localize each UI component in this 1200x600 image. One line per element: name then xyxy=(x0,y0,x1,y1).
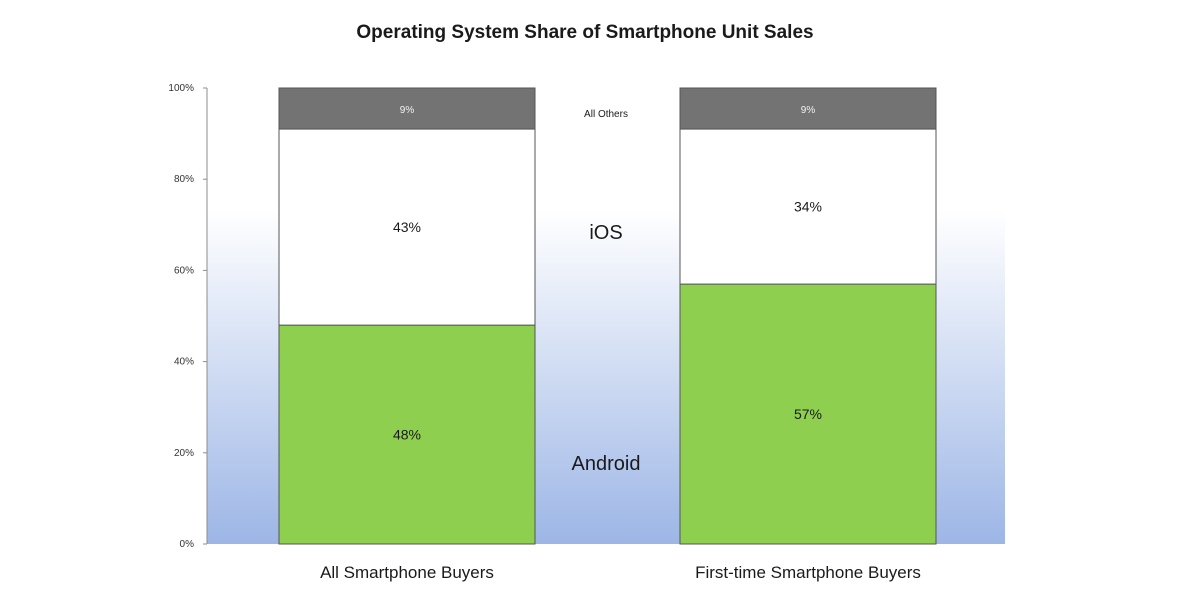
data-label-all-others-1: 9% xyxy=(400,105,415,116)
y-tick-label: 20% xyxy=(174,448,194,459)
bar-all-others-2 xyxy=(679,87,937,130)
chart-title: Operating System Share of Smartphone Uni… xyxy=(356,22,813,43)
category-labels: All Smartphone Buyers First-time Smartpho… xyxy=(320,563,921,582)
series-label-all-others: All Others xyxy=(584,109,628,120)
series-label-android: Android xyxy=(572,453,641,475)
data-label-android-2: 57% xyxy=(794,406,822,422)
bar-all-others-1 xyxy=(278,87,536,130)
y-tick-label: 100% xyxy=(168,83,194,94)
y-tick-label: 40% xyxy=(174,357,194,368)
category-label-1: All Smartphone Buyers xyxy=(320,563,494,582)
series-labels: Android iOS All Others xyxy=(572,109,641,475)
bar-ios-1 xyxy=(278,128,536,326)
data-label-android-1: 48% xyxy=(393,427,421,443)
y-axis: 0% 20% 40% 60% 80% 100% xyxy=(168,83,208,550)
bar-ios-2 xyxy=(679,128,937,285)
data-label-all-others-2: 9% xyxy=(801,105,816,116)
category-label-2: First-time Smartphone Buyers xyxy=(695,563,921,582)
y-tick-label: 0% xyxy=(180,539,195,550)
bars: 48% 43% 9% 57% 34% 9% xyxy=(278,87,937,545)
data-label-ios-2: 34% xyxy=(794,199,822,215)
series-label-ios: iOS xyxy=(589,222,622,244)
bar-android-2 xyxy=(679,283,937,545)
y-tick-label: 60% xyxy=(174,265,194,276)
data-label-ios-1: 43% xyxy=(393,219,421,235)
y-tick-label: 80% xyxy=(174,174,194,185)
